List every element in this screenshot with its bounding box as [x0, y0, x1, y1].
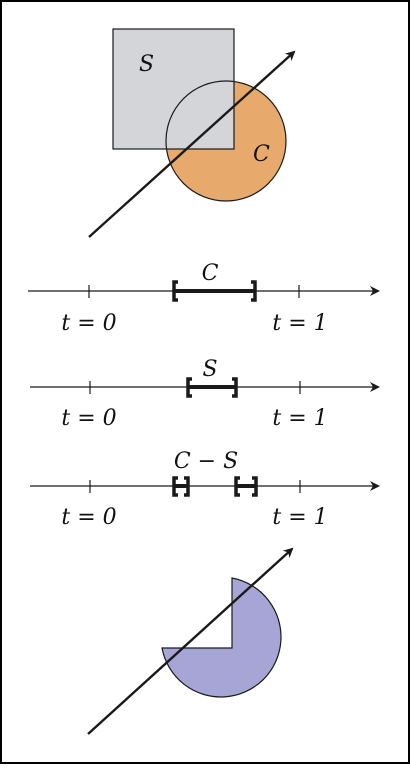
- top-scene: S C: [88, 28, 296, 238]
- circle-overlap-outline: [165, 80, 234, 149]
- square-label: S: [139, 52, 154, 77]
- square-s: [112, 28, 235, 150]
- interval-label: C − S: [174, 449, 238, 474]
- tick-label-left: t = 0: [61, 406, 116, 431]
- interval-c-minus-s-right: [234, 476, 258, 497]
- tick-label-left: t = 0: [61, 311, 116, 336]
- bottom-scene: [87, 547, 294, 735]
- ray-arrow-bottom: [87, 547, 294, 735]
- number-line-c: C t = 0 t = 1: [28, 261, 380, 336]
- interval-c: [172, 280, 257, 302]
- tick-label-right: t = 1: [272, 505, 327, 530]
- tick-label-right: t = 1: [272, 311, 327, 336]
- ray-arrow-top: [88, 50, 296, 238]
- tick-label-left: t = 0: [61, 505, 116, 530]
- number-line-s: S t = 0 t = 1: [30, 357, 380, 431]
- tick-label-right: t = 1: [272, 406, 327, 431]
- interval-c-minus-s-left: [172, 476, 190, 497]
- interval-label: C: [202, 261, 219, 286]
- interval-s: [186, 377, 238, 398]
- difference-shape: [161, 577, 282, 698]
- number-line-c-minus-s: C − S t = 0 t = 1: [30, 449, 380, 530]
- interval-label: S: [202, 357, 217, 382]
- circle-label: C: [253, 142, 270, 167]
